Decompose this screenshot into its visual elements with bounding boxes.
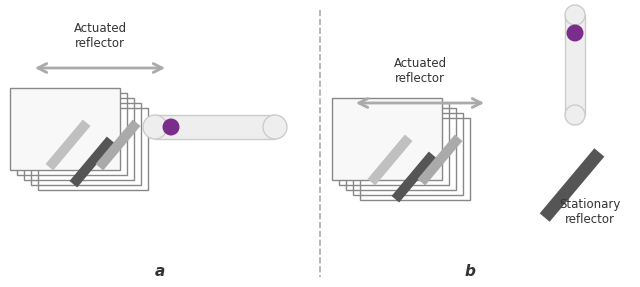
Polygon shape <box>70 137 115 187</box>
Text: Actuated
reflector: Actuated reflector <box>394 57 447 85</box>
Circle shape <box>565 5 585 25</box>
Polygon shape <box>332 98 442 180</box>
Text: Stationary
reflector: Stationary reflector <box>559 198 621 226</box>
Polygon shape <box>10 88 120 170</box>
Text: b: b <box>465 265 476 280</box>
Circle shape <box>566 24 584 42</box>
Text: Actuated
reflector: Actuated reflector <box>74 22 127 50</box>
Polygon shape <box>392 152 436 202</box>
Circle shape <box>565 105 585 125</box>
Text: a: a <box>155 265 165 280</box>
Polygon shape <box>95 120 140 170</box>
Circle shape <box>143 115 167 139</box>
Polygon shape <box>417 135 463 185</box>
Bar <box>565 15 585 115</box>
Circle shape <box>163 119 179 135</box>
Polygon shape <box>367 135 412 185</box>
Polygon shape <box>540 148 604 222</box>
Bar <box>155 115 275 139</box>
Polygon shape <box>45 120 90 170</box>
Circle shape <box>263 115 287 139</box>
